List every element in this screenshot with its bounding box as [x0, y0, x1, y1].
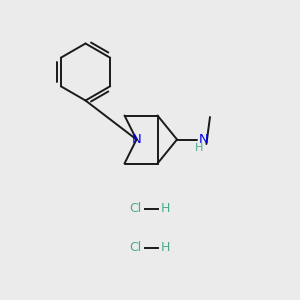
Text: H: H	[194, 143, 203, 153]
Text: H: H	[161, 202, 170, 215]
Text: H: H	[161, 241, 170, 254]
Text: Cl: Cl	[130, 241, 142, 254]
Text: N: N	[199, 133, 209, 146]
Text: N: N	[132, 133, 141, 146]
Text: Cl: Cl	[130, 202, 142, 215]
